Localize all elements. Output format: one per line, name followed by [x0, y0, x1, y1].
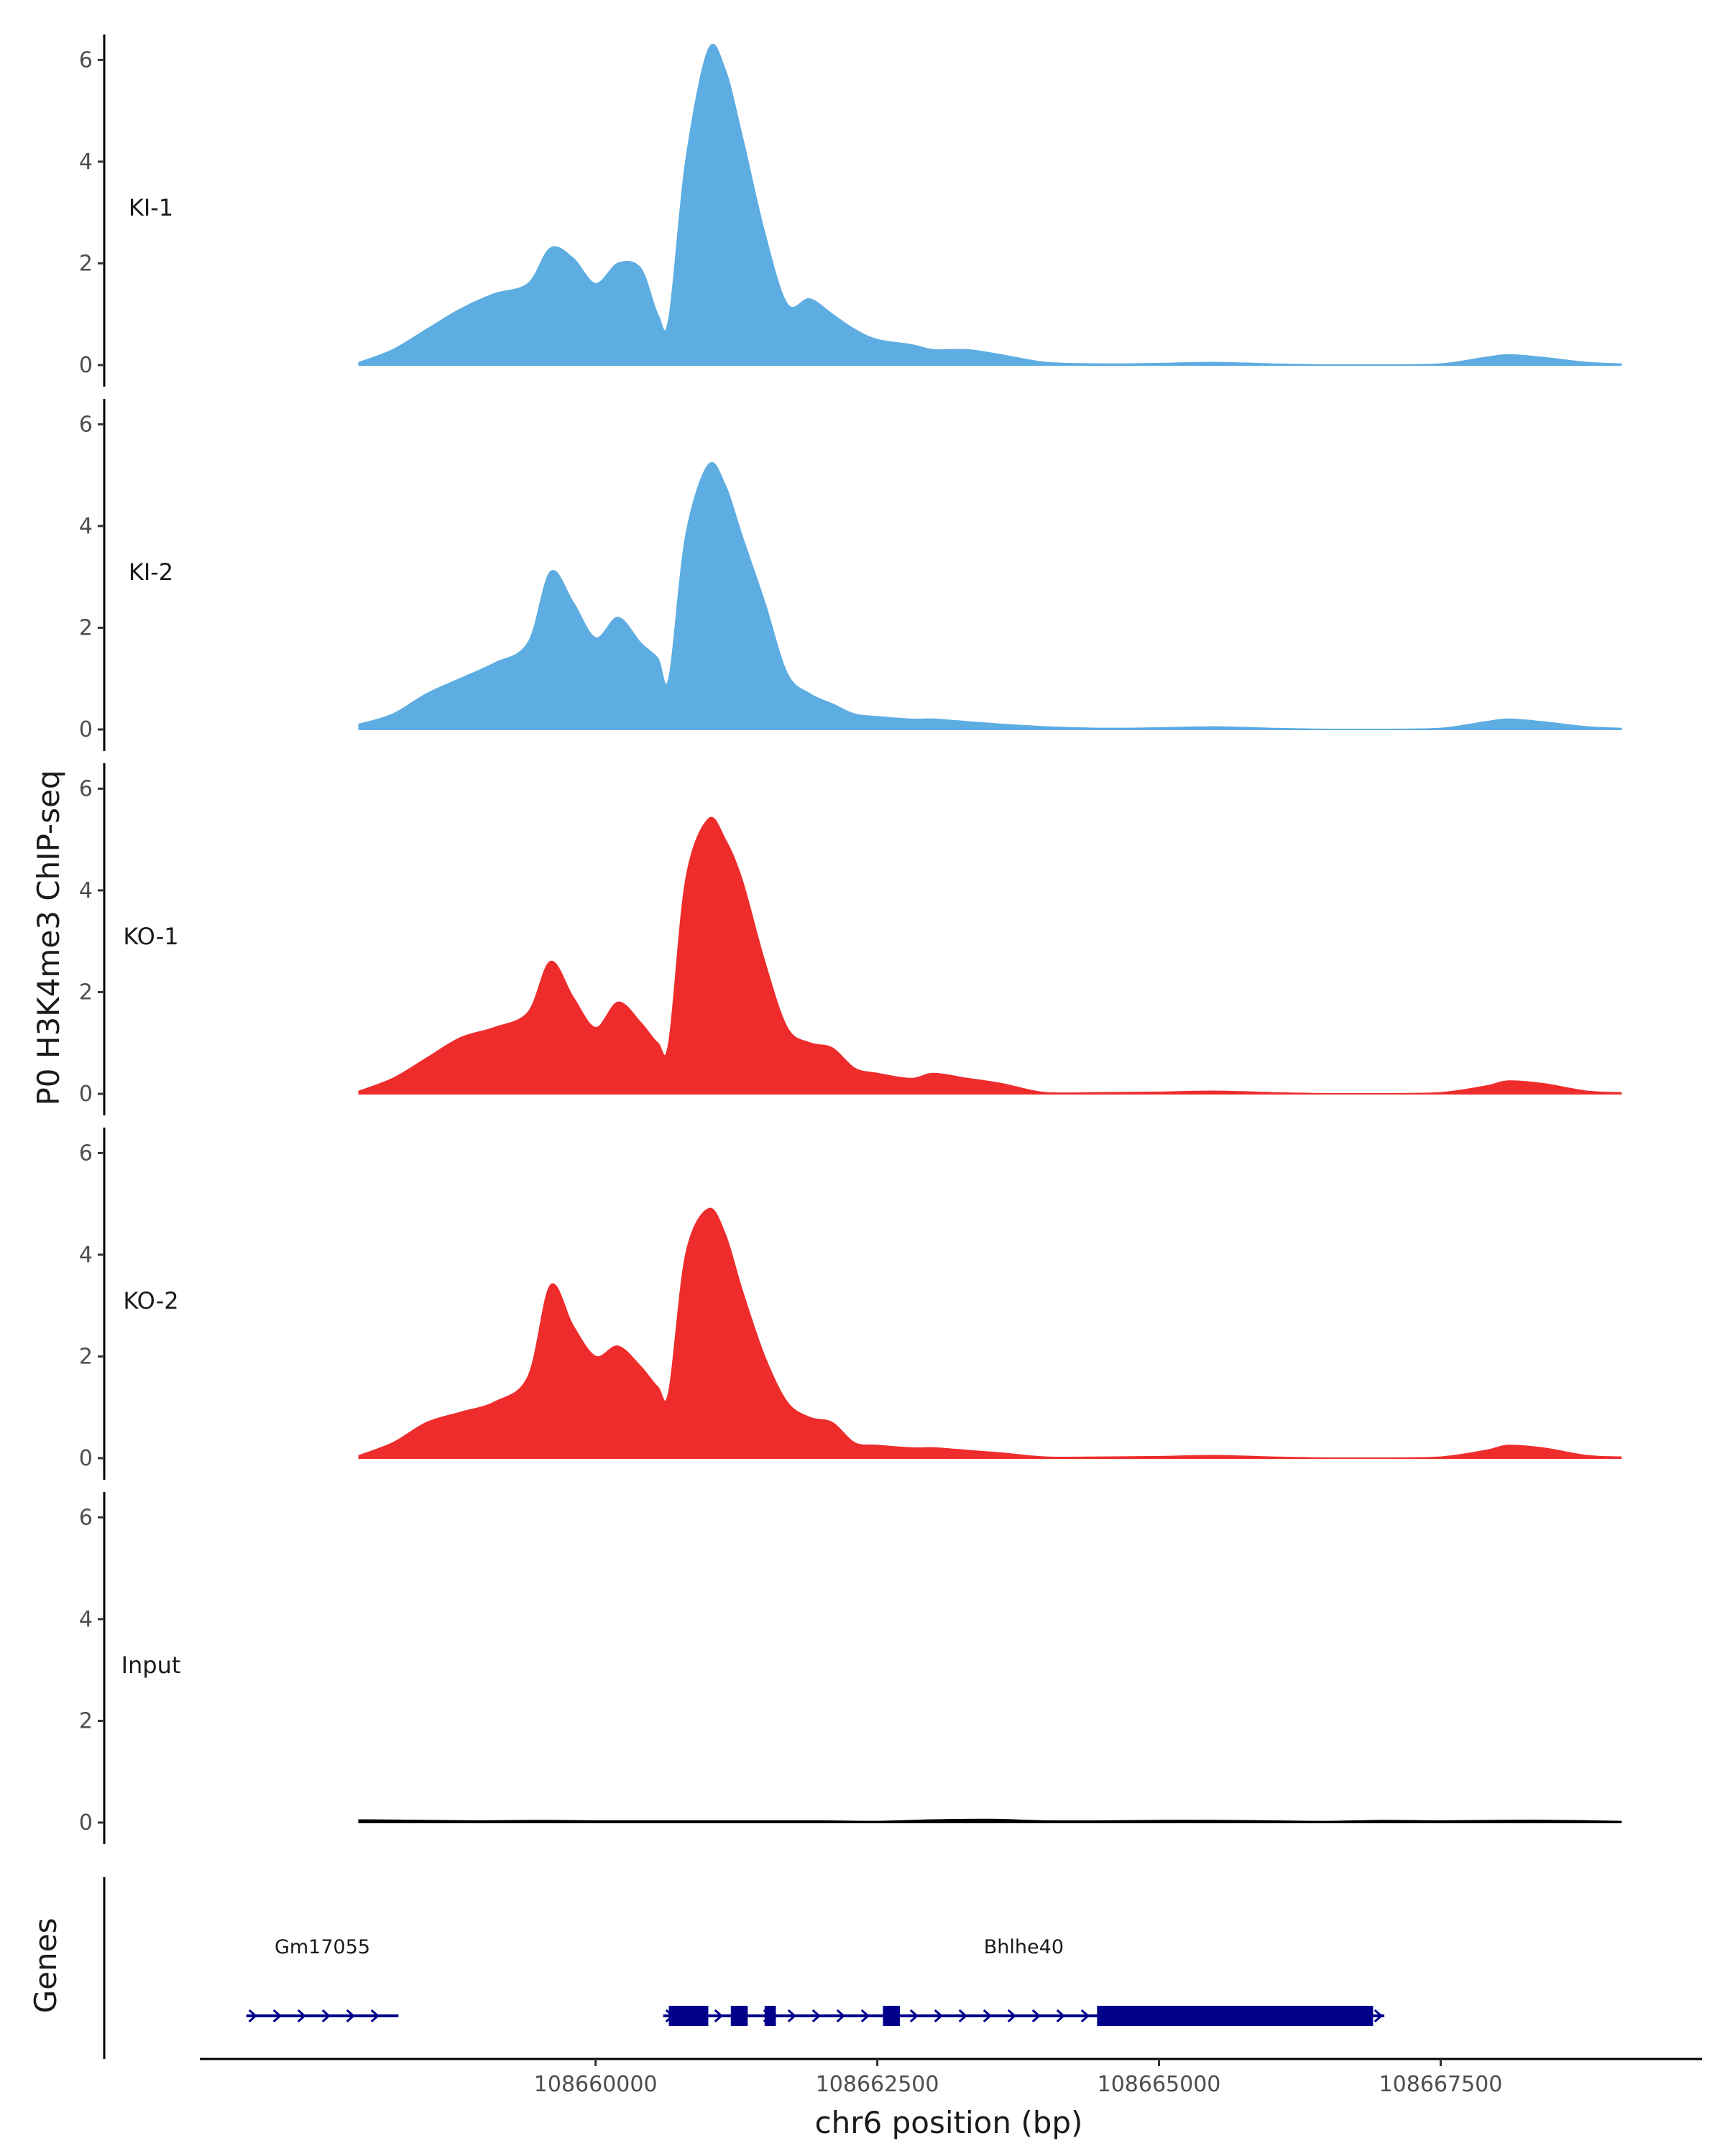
- y-tick-label: 4: [79, 878, 93, 903]
- gene-label: Bhlhe40: [984, 1936, 1064, 1958]
- track-label: KO-1: [123, 923, 178, 950]
- signal-area: [358, 816, 1622, 1095]
- track-ki-1: 0 2 4 6 KI-1: [79, 34, 1622, 387]
- y-tick-label: 4: [79, 149, 93, 175]
- y-tick-label: 6: [79, 47, 93, 73]
- track-ko-2: 0 2 4 6 KO-2: [79, 1128, 1622, 1480]
- strand-arrow: [934, 2009, 943, 2023]
- y-tick-label: 0: [79, 717, 93, 742]
- track-label: KO-2: [123, 1287, 178, 1314]
- x-tick-label: 108662500: [816, 2072, 939, 2097]
- strand-arrow: [1080, 2009, 1090, 2023]
- strand-arrow: [860, 2009, 870, 2023]
- strand-arrow: [1007, 2009, 1016, 2023]
- strand-arrow: [836, 2009, 845, 2023]
- y-tick-label: 4: [79, 1607, 93, 1632]
- y-tick-label: 2: [79, 1708, 93, 1733]
- signal-area: [358, 1207, 1622, 1459]
- strand-arrow: [248, 2009, 257, 2023]
- strand-arrow: [714, 2009, 723, 2023]
- strand-arrow: [272, 2009, 282, 2023]
- y-axis-title: P0 H3K4me3 ChIP-seq: [31, 770, 66, 1105]
- gene-label: Gm17055: [275, 1936, 370, 1958]
- gene-exon: [730, 2006, 748, 2026]
- gene-gm17055: Gm17055: [246, 1936, 399, 2023]
- strand-arrow: [983, 2009, 992, 2023]
- signal-area: [358, 462, 1622, 731]
- y-tick-label: 2: [79, 251, 93, 276]
- gene-exon: [883, 2006, 900, 2026]
- strand-arrow: [1056, 2009, 1065, 2023]
- strand-arrow: [811, 2009, 821, 2023]
- y-tick-label: 0: [79, 353, 93, 378]
- signal-area: [358, 1818, 1622, 1823]
- y-tick-label: 6: [79, 412, 93, 437]
- x-axis-title: chr6 position (bp): [815, 2105, 1083, 2140]
- strand-arrow: [321, 2009, 331, 2023]
- y-tick-label: 2: [79, 1344, 93, 1369]
- y-tick-label: 4: [79, 1243, 93, 1268]
- track-label: Input: [121, 1651, 181, 1679]
- y-tick-label: 0: [79, 1082, 93, 1107]
- y-tick-label: 4: [79, 514, 93, 539]
- x-tick-label: 108665000: [1098, 2072, 1221, 2097]
- y-tick-label: 0: [79, 1810, 93, 1835]
- y-tick-label: 6: [79, 1141, 93, 1166]
- gene-exon: [1097, 2006, 1374, 2026]
- strand-arrow: [297, 2009, 306, 2023]
- track-label: KI-1: [129, 194, 173, 221]
- signal-area: [358, 43, 1622, 367]
- gene-bhlhe40: Bhlhe40: [663, 1936, 1385, 2026]
- strand-arrow: [370, 2009, 380, 2023]
- strand-arrow: [1031, 2009, 1041, 2023]
- gene-exon: [668, 2006, 709, 2026]
- strand-arrow: [1374, 2009, 1383, 2023]
- gene-exon: [764, 2006, 776, 2026]
- track-input: 0 2 4 6 Input: [79, 1492, 1622, 1844]
- track-label: KI-2: [129, 558, 173, 586]
- strand-arrow: [909, 2009, 919, 2023]
- x-tick-label: 108660000: [534, 2072, 658, 2097]
- genes-track-title: Genes: [28, 1918, 63, 2014]
- x-axis: 108660000 108662500 108665000 108667500: [200, 2058, 1702, 2097]
- strand-arrow: [787, 2009, 796, 2023]
- x-tick-label: 108667500: [1379, 2072, 1503, 2097]
- track-ki-2: 0 2 4 6 KI-2: [79, 399, 1622, 751]
- y-tick-label: 6: [79, 776, 93, 801]
- signal-tracks: 0 2 4 6 KI-1 0 2 4 6 KI-2 0 2 4 6 KO-1 0 2 4 6 KO-2 0 2 4 6 Inpu…: [79, 34, 1622, 1844]
- track-ko-1: 0 2 4 6 KO-1: [79, 763, 1622, 1115]
- y-tick-label: 2: [79, 615, 93, 640]
- strand-arrow: [346, 2009, 355, 2023]
- genes-track: Genes Gm17055 Bhlhe40: [28, 1877, 1385, 2059]
- strand-arrow: [958, 2009, 967, 2023]
- y-tick-label: 2: [79, 980, 93, 1005]
- y-tick-label: 0: [79, 1446, 93, 1471]
- y-tick-label: 6: [79, 1505, 93, 1530]
